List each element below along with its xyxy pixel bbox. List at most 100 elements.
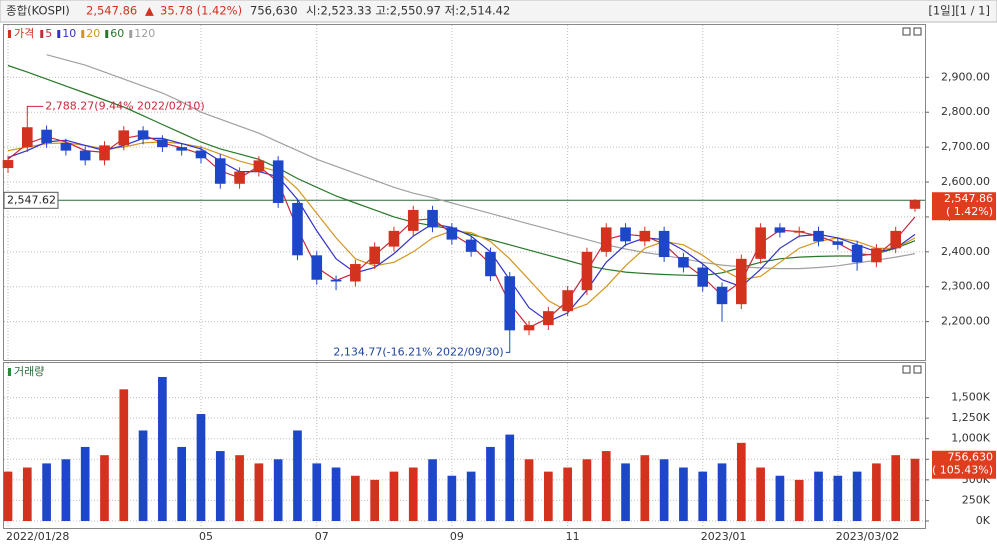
header-change: 35.78 (1.42%): [160, 4, 242, 18]
legend-swatch: [129, 30, 133, 38]
volume-bar: [659, 459, 669, 522]
volume-bar: [505, 434, 515, 522]
candle-body: [292, 202, 303, 256]
y-tick-label: 2,900.00: [941, 70, 990, 83]
legend-label: 60: [110, 27, 124, 40]
volume-bar: [80, 446, 90, 522]
volume-bar: [447, 475, 457, 522]
candle-body: [137, 130, 149, 140]
candle-body: [99, 145, 110, 161]
header-price: 2,547.86: [86, 4, 137, 18]
y-tick-label: 0K: [976, 514, 991, 527]
volume-bar: [486, 446, 495, 522]
volume-bar: [293, 430, 302, 522]
legend-label: 20: [86, 27, 100, 40]
y-tick-label: 1,000K: [951, 432, 990, 445]
panel-button[interactable]: [902, 27, 911, 36]
header-arrow: ▲: [145, 4, 154, 18]
y-tick-label: 1,250K: [951, 411, 990, 424]
candle-body: [272, 160, 284, 203]
candle-body: [716, 286, 728, 305]
legend-swatch: [40, 30, 44, 38]
y-tick-label: 2,200.00: [941, 315, 990, 328]
candle-body: [620, 227, 631, 242]
candle-body: [832, 241, 844, 245]
title: 종합(KOSPI): [6, 4, 70, 18]
candle-body: [736, 258, 747, 305]
volume-bar: [679, 467, 688, 522]
candle-body: [639, 230, 651, 242]
last-value-box: [932, 192, 996, 221]
candle-body: [388, 230, 400, 247]
last-value-label: 2,547.86: [944, 192, 993, 205]
volume-bar: [196, 414, 206, 522]
legend-label: 5: [45, 27, 52, 40]
candle-body: [446, 227, 458, 240]
volume-bar: [794, 479, 804, 522]
volume-bar: [61, 459, 71, 522]
legend-label: 10: [62, 27, 76, 40]
candle-body: [755, 227, 766, 259]
volume-bar: [235, 455, 244, 522]
volume-bar: [621, 463, 630, 522]
volume-bar: [775, 475, 785, 522]
candle-body: [330, 279, 342, 282]
candle-body: [813, 230, 824, 242]
legend-label: 거래량: [14, 365, 44, 378]
last-value-change: ( 105.43%): [932, 464, 993, 477]
volume-bar: [408, 467, 418, 522]
candle-body: [465, 239, 477, 252]
candle-body: [793, 230, 805, 233]
volume-bar: [254, 463, 264, 522]
candle-body: [774, 227, 786, 233]
panel-button[interactable]: [913, 27, 922, 36]
candle-body: [21, 127, 33, 148]
volume-bar: [466, 471, 476, 522]
candle-body: [369, 246, 380, 265]
candle-body: [562, 290, 573, 312]
volume-bar: [524, 459, 534, 522]
header-period[interactable]: [1일][1 / 1]: [928, 4, 990, 18]
volume-bar: [138, 430, 148, 522]
x-tick-label: 2023/03/02: [836, 530, 899, 543]
y-tick-label: 1,500K: [951, 391, 990, 404]
volume-panel: [3, 362, 926, 529]
panel-button[interactable]: [902, 365, 911, 374]
candle-body: [214, 158, 226, 184]
price-line-label: 2,547.62: [7, 193, 56, 206]
y-tick-label: 2,400.00: [941, 245, 990, 258]
candle-body: [253, 160, 265, 172]
volume-bar: [601, 451, 611, 522]
volume-bar: [100, 455, 109, 522]
volume-bar: [428, 459, 437, 522]
y-tick-label: 250K: [962, 493, 991, 506]
candle-body: [157, 139, 168, 148]
candle-body: [523, 325, 535, 331]
volume-bar: [833, 475, 843, 522]
volume-bar: [331, 467, 341, 522]
volume-bar: [370, 479, 380, 522]
last-value-box: [932, 450, 996, 479]
volume-bar: [158, 376, 167, 522]
volume-bar: [756, 467, 765, 522]
price-panel: [3, 24, 926, 361]
legend-swatch: [57, 30, 61, 38]
candle-body: [407, 209, 419, 231]
candle-body: [851, 244, 863, 263]
volume-bar: [717, 463, 727, 522]
panel-button[interactable]: [913, 365, 922, 374]
volume-bar: [351, 475, 360, 522]
candle-body: [697, 267, 709, 287]
legend-swatch: [105, 30, 109, 38]
annotation: 2,134.77(-16.21% 2022/09/30): [333, 345, 503, 358]
candle-body: [41, 129, 52, 143]
volume-bar: [22, 467, 32, 522]
volume-bar: [543, 471, 553, 522]
legend-swatch: [8, 368, 11, 376]
volume-bar: [273, 459, 283, 522]
price-line-box: [3, 191, 59, 209]
candle-body: [600, 227, 612, 252]
y-tick-label: 2,800.00: [941, 105, 990, 118]
candle-body: [350, 264, 361, 282]
volume-bar: [312, 463, 322, 522]
